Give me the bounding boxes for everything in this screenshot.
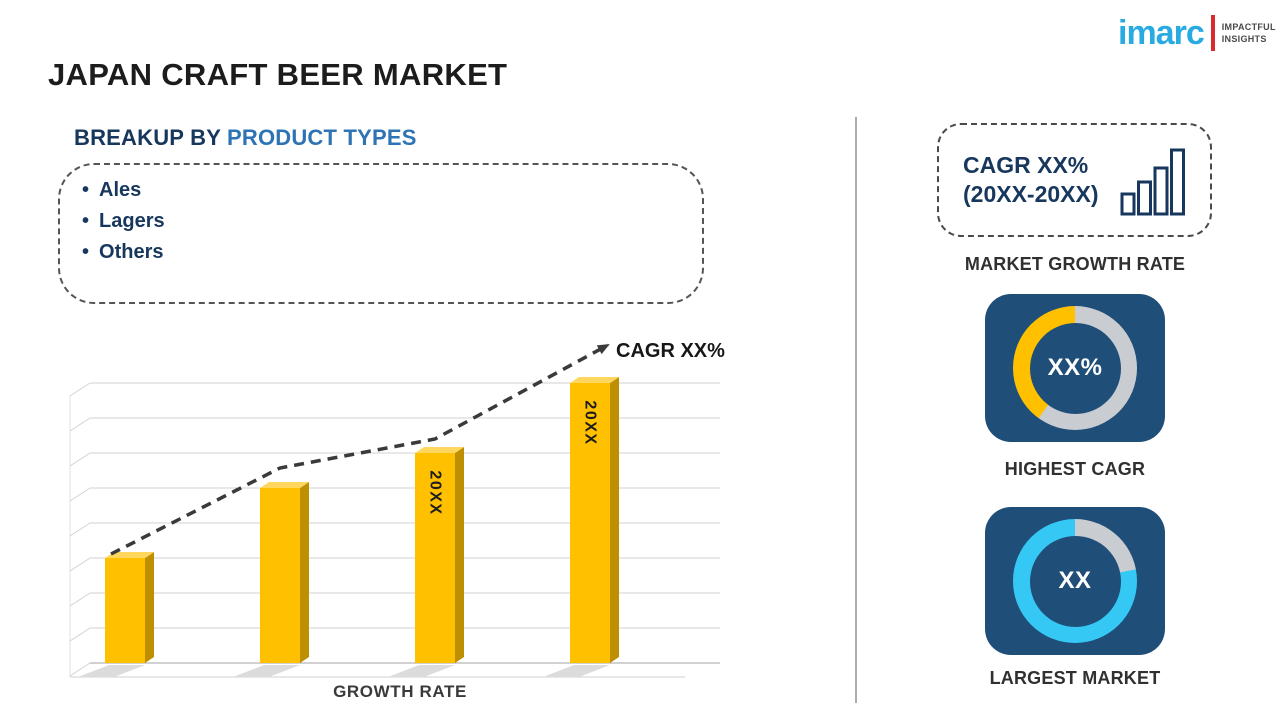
bar-chart-icon (1120, 148, 1185, 216)
growth-bar-chart: 20XX 20XX (69, 343, 720, 678)
product-types-list: • Ales • Lagers • Others (60, 165, 702, 268)
bar-label: 20XX (582, 400, 599, 445)
product-type-label: Ales (99, 179, 142, 201)
highest-cagr-card: XX% (985, 294, 1165, 442)
product-type-label: Others (99, 241, 164, 263)
gridline-tick (69, 452, 91, 467)
imarc-logo-wordmark: imarc (1118, 14, 1205, 52)
trend-line (110, 343, 610, 556)
logo-divider-bar (1210, 15, 1215, 51)
bar-top-face (105, 552, 154, 558)
bar-side-face (610, 377, 619, 663)
cagr-annotation: CAGR XX% (616, 340, 725, 362)
product-types-box: • Ales • Lagers • Others (58, 163, 704, 304)
bar-top-face (570, 377, 619, 383)
bar (260, 488, 300, 663)
breakup-section-heading: BREAKUP BY PRODUCT TYPES (74, 125, 417, 151)
largest-market-value: XX (1058, 567, 1092, 594)
growth-card-text: CAGR XX% (20XX-20XX) (963, 151, 1099, 209)
growth-card-line1: CAGR XX% (963, 152, 1089, 178)
bar-side-face (300, 482, 309, 663)
growth-chart-area: 20XX 20XX (60, 340, 740, 686)
breakup-heading-secondary: PRODUCT TYPES (226, 125, 417, 150)
list-item: • Ales (82, 175, 702, 206)
bar-shadow (78, 665, 145, 677)
gridline-tick (69, 382, 91, 397)
page-title: JAPAN CRAFT BEER MARKET (48, 57, 508, 92)
growth-card-line2: (20XX-20XX) (963, 181, 1099, 207)
highest-cagr-caption: HIGHEST CAGR (1004, 459, 1146, 479)
bar (415, 453, 455, 663)
gridline-tick (69, 557, 91, 572)
imarc-logo: imarc IMPACTFUL INSIGHTS (1118, 15, 1276, 51)
market-growth-rate-caption: MARKET GROWTH RATE (964, 254, 1186, 274)
logo-tagline-line2: INSIGHTS (1221, 33, 1267, 44)
bullet-icon: • (82, 179, 90, 201)
bullet-icon: • (82, 210, 90, 232)
logo-tagline: IMPACTFUL INSIGHTS (1221, 21, 1276, 44)
bar-shadow (233, 665, 300, 677)
market-growth-rate-card: CAGR XX% (20XX-20XX) (937, 123, 1212, 237)
largest-market-caption: LARGEST MARKET (989, 668, 1161, 688)
bar-label: 20XX (427, 470, 444, 515)
gridline-tick (69, 522, 91, 537)
logo-tagline-line1: IMPACTFUL (1221, 21, 1276, 32)
largest-market-card: XX (985, 507, 1165, 655)
gridline-tick (69, 487, 91, 502)
gridline-tick (69, 627, 91, 642)
product-type-label: Lagers (99, 210, 165, 232)
list-item: • Others (82, 237, 702, 268)
gridline-tick (69, 662, 91, 677)
section-divider (855, 117, 857, 703)
bar-top-face (260, 482, 309, 488)
highest-cagr-donut: XX% (1013, 306, 1137, 430)
highest-cagr-value: XX% (1047, 354, 1103, 381)
gridline-tick (69, 592, 91, 607)
bar-side-face (455, 447, 464, 663)
highest-cagr-donut-hole: XX% (1029, 322, 1121, 414)
bar-shadow (543, 665, 610, 677)
gridline-tick (69, 417, 91, 432)
bullet-icon: • (82, 241, 90, 263)
bar (570, 383, 610, 663)
bar-shadow (388, 665, 455, 677)
bar (105, 558, 145, 663)
bar-side-face (145, 552, 154, 663)
breakup-heading-primary: BREAKUP BY (74, 125, 221, 150)
list-item: • Lagers (82, 206, 702, 237)
bar-top-face (415, 447, 464, 453)
x-axis-label: GROWTH RATE (333, 682, 467, 701)
largest-market-donut: XX (1013, 519, 1137, 643)
largest-market-donut-hole: XX (1029, 535, 1121, 627)
